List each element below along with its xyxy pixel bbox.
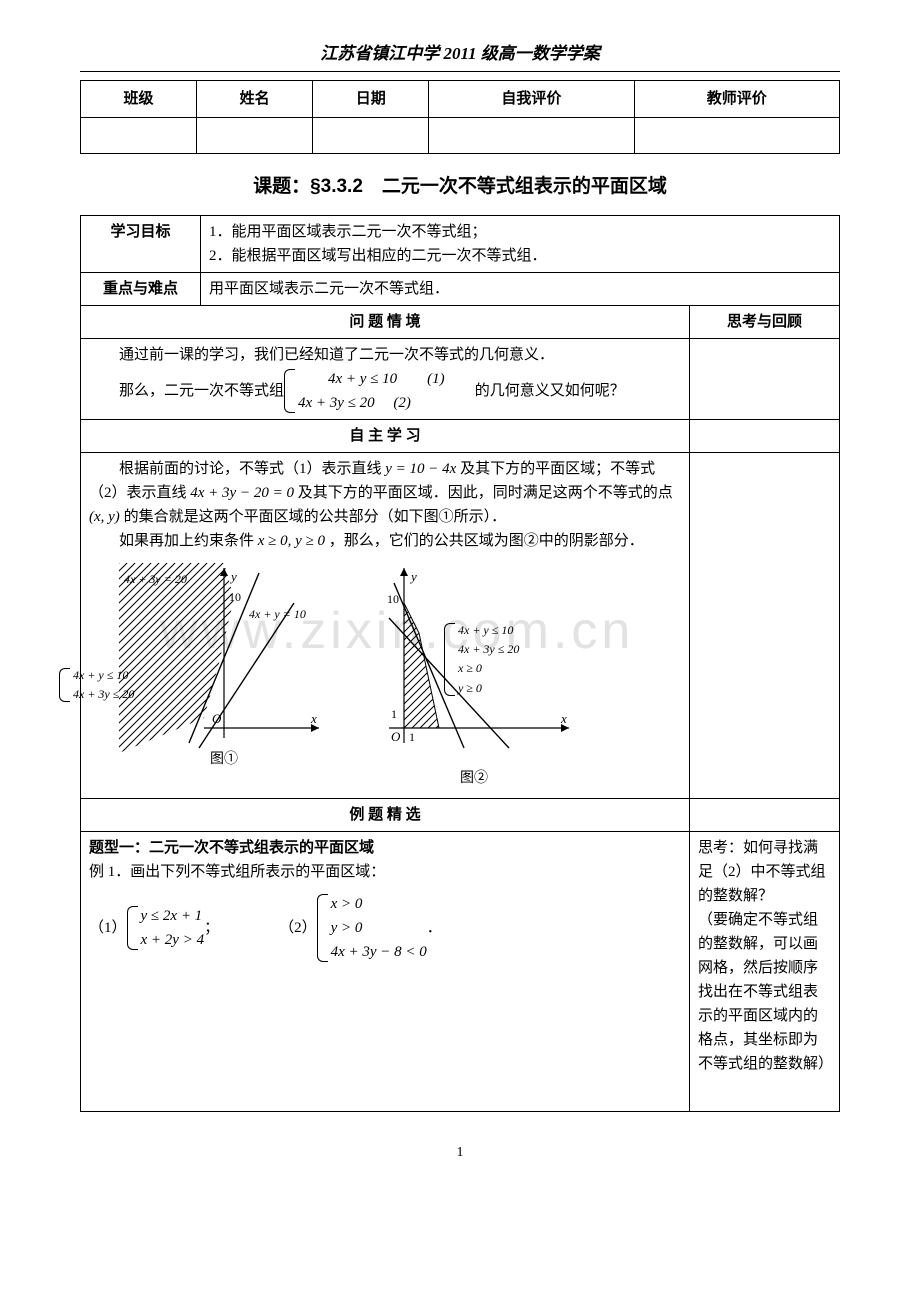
info-table: 班级 姓名 日期 自我评价 教师评价: [80, 80, 840, 154]
p1l1: y ≤ 2x + 1: [141, 908, 203, 924]
cell-blank: [81, 118, 197, 154]
figure-1-svg: y x O 10 4x + 3y = 20 4x + y = 10: [119, 563, 329, 753]
figure-1: y x O 10 4x + 3y = 20 4x + y = 10 4x + y…: [119, 563, 329, 791]
side-blank-2: [690, 419, 840, 452]
section-self-study: 自 主 学 习: [81, 419, 690, 452]
svg-text:1: 1: [391, 707, 397, 721]
figure-2: y x O 10 1 1 4x + y ≤ 10 4x + 3y ≤ 20 x …: [369, 563, 579, 791]
fig2-conditions: 4x + y ≤ 10 4x + 3y ≤ 20 x ≥ 0 y ≥ 0: [444, 621, 519, 698]
svg-text:10: 10: [387, 592, 399, 606]
svg-text:y: y: [229, 569, 237, 584]
self-study-p1: 根据前面的讨论，不等式（1）表示直线 y = 10 − 4x 及其下方的平面区域…: [89, 457, 681, 529]
p1l2: x + 2y > 4: [141, 932, 205, 948]
example-part-2: （2） x > 0 y > 0 4x + 3y − 8 < 0 ．: [279, 892, 442, 964]
p2l2: y > 0: [331, 920, 363, 936]
cond: x ≥ 0, y ≥ 0: [258, 533, 325, 549]
cell-blank: [313, 118, 429, 154]
svg-text:10: 10: [229, 590, 241, 604]
side-blank-3: [690, 452, 840, 799]
situation-p1: 通过前一课的学习，我们已经知道了二元一次不等式的几何意义．: [89, 343, 681, 367]
p1d: 的集合就是这两个平面区域的公共部分（如下图①所示）．: [124, 509, 507, 525]
focus-content: 用平面区域表示二元一次不等式组．: [201, 272, 840, 305]
goals-content: 1．能用平面区域表示二元一次不等式组； 2．能根据平面区域写出相应的二元一次不等…: [201, 215, 840, 272]
col-name: 姓名: [197, 81, 313, 118]
fig2-caption: 图②: [369, 768, 579, 790]
sys-line-1: 4x + y ≤ 10 (1): [328, 371, 445, 387]
eq1: y = 10 − 4x: [385, 461, 456, 477]
side-note-line-1: 思考：如何寻找满足（2）中不等式组的整数解？: [698, 836, 831, 908]
system-brace: 4x + y ≤ 10 (1) 4x + 3y ≤ 20 (2): [284, 367, 445, 415]
sys-line-2: 4x + 3y ≤ 20 (2): [298, 395, 411, 411]
example-1-title: 例 1．画出下列不等式组所表示的平面区域：: [89, 860, 681, 884]
side-note-line-2: （要确定不等式组的整数解，可以画网格，然后按顺序找出在不等式组表示的平面区域内的…: [698, 908, 831, 1076]
f2c1: 4x + y ≤ 10: [458, 623, 513, 637]
f1c1: 4x + y ≤ 10: [73, 668, 128, 682]
fig1-caption: 图①: [119, 749, 329, 771]
p1c: 及其下方的平面区域．因此，同时满足这两个不等式的点: [298, 485, 673, 501]
side-note: 思考：如何寻找满足（2）中不等式组的整数解？ （要确定不等式组的整数解，可以画网…: [690, 832, 840, 1112]
example-parts-row: （1） y ≤ 2x + 1 x + 2y > 4 ； （2） x > 0 y …: [89, 892, 681, 964]
f2c2: 4x + 3y ≤ 20: [458, 642, 519, 656]
svg-text:x: x: [310, 711, 317, 726]
svg-text:x: x: [560, 711, 567, 726]
type-title: 题型一：二元一次不等式组表示的平面区域: [89, 836, 681, 860]
cell-blank: [429, 118, 634, 154]
main-table: 学习目标 1．能用平面区域表示二元一次不等式组； 2．能根据平面区域写出相应的二…: [80, 215, 840, 1113]
situation-p2-post: 的几何意义又如何呢？: [445, 379, 625, 403]
f1c2: 4x + 3y ≤ 20: [73, 687, 134, 701]
svg-text:y: y: [409, 569, 417, 584]
page-header-title: 江苏省镇江中学 2011 级高一数学学案: [80, 40, 840, 67]
situation-p2-pre: 那么，二元一次不等式组: [89, 379, 284, 403]
situation-content: 通过前一课的学习，我们已经知道了二元一次不等式的几何意义． 那么，二元一次不等式…: [81, 338, 690, 419]
svg-text:O: O: [391, 729, 401, 744]
label-focus: 重点与难点: [81, 272, 201, 305]
cell-blank: [197, 118, 313, 154]
self-study-p2: 如果再加上约束条件 x ≥ 0, y ≥ 0 ，那么，它们的公共区域为图②中的阴…: [89, 529, 681, 553]
lesson-title: 课题：§3.3.2 二元一次不等式组表示的平面区域: [80, 172, 840, 202]
figures-row: y x O 10 4x + 3y = 20 4x + y = 10 4x + y…: [119, 563, 681, 791]
svg-text:4x + y = 10: 4x + y = 10: [249, 607, 306, 621]
pt: (x, y): [89, 509, 120, 525]
f2c3: x ≥ 0: [458, 661, 482, 675]
part1-label: （1）: [89, 916, 127, 940]
fig1-conditions: 4x + y ≤ 10 4x + 3y ≤ 20: [59, 666, 134, 704]
page-number: 1: [80, 1142, 840, 1164]
f2c4: y ≥ 0: [458, 681, 482, 695]
p2l1: x > 0: [331, 896, 363, 912]
part1-system: y ≤ 2x + 1 x + 2y > 4: [127, 904, 205, 952]
table-row: [81, 118, 840, 154]
part2-label: （2）: [279, 916, 317, 940]
examples-content: 题型一：二元一次不等式组表示的平面区域 例 1．画出下列不等式组所表示的平面区域…: [81, 832, 690, 1112]
section-side-head: 思考与回顾: [690, 305, 840, 338]
label-goals: 学习目标: [81, 215, 201, 272]
goal-line-1: 1．能用平面区域表示二元一次不等式组；: [209, 220, 831, 244]
p2-tail: ．: [427, 916, 442, 940]
p2b: ，那么，它们的公共区域为图②中的阴影部分．: [329, 533, 644, 549]
goal-line-2: 2．能根据平面区域写出相应的二元一次不等式组．: [209, 244, 831, 268]
header-divider: [80, 71, 840, 72]
situation-p2: 那么，二元一次不等式组 4x + y ≤ 10 (1) 4x + 3y ≤ 20…: [89, 367, 681, 415]
col-class: 班级: [81, 81, 197, 118]
section-examples: 例 题 精 选: [81, 799, 690, 832]
section-situation: 问 题 情 境: [81, 305, 690, 338]
cell-blank: [634, 118, 839, 154]
side-blank-1: [690, 338, 840, 419]
p1a: 根据前面的讨论，不等式（1）表示直线: [119, 461, 382, 477]
col-date: 日期: [313, 81, 429, 118]
svg-text:O: O: [212, 711, 222, 726]
svg-text:4x + 3y = 20: 4x + 3y = 20: [124, 572, 187, 586]
col-self-eval: 自我评价: [429, 81, 634, 118]
table-row: 班级 姓名 日期 自我评价 教师评价: [81, 81, 840, 118]
part2-system: x > 0 y > 0 4x + 3y − 8 < 0: [317, 892, 427, 964]
col-teacher-eval: 教师评价: [634, 81, 839, 118]
svg-text:1: 1: [409, 730, 415, 744]
p1-tail: ；: [204, 916, 219, 940]
p2a: 如果再加上约束条件: [119, 533, 254, 549]
self-study-content: 根据前面的讨论，不等式（1）表示直线 y = 10 − 4x 及其下方的平面区域…: [81, 452, 690, 799]
side-blank-4: [690, 799, 840, 832]
p2l3: 4x + 3y − 8 < 0: [331, 944, 427, 960]
eq2: 4x + 3y − 20 = 0: [190, 485, 294, 501]
example-part-1: （1） y ≤ 2x + 1 x + 2y > 4 ；: [89, 892, 219, 964]
